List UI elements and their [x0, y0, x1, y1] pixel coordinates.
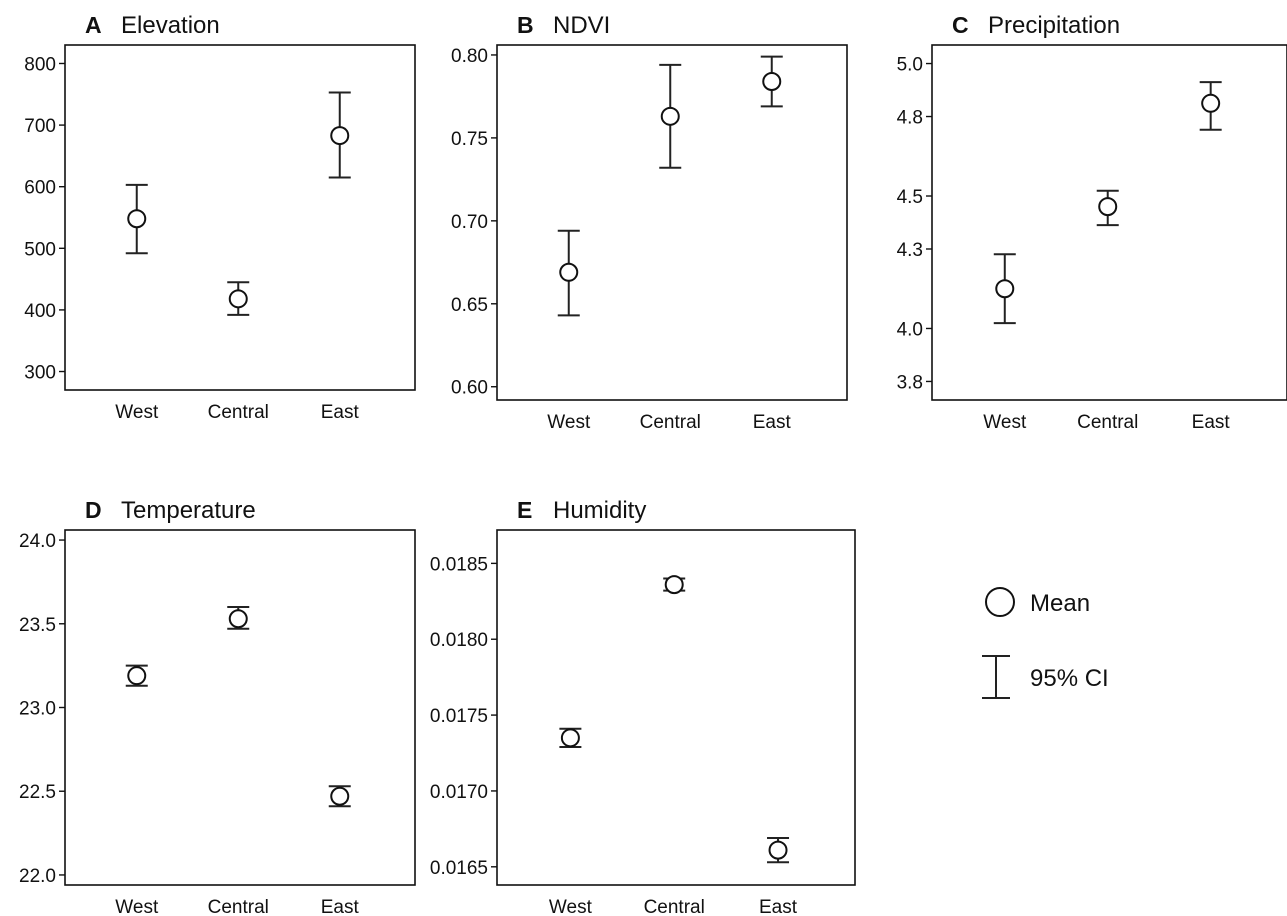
panel-c-ytick-label-5: 5.0 — [897, 55, 923, 76]
panel-c-ytick-label-4: 4.8 — [897, 108, 923, 129]
panel-d-letter: D — [85, 497, 102, 523]
panel-a-frame — [65, 45, 415, 390]
legend-ci-label: 95% CI — [1030, 665, 1109, 692]
panel-c-ytick-label-2: 4.3 — [897, 240, 923, 261]
panel-e-ytick-label-2: 0.0175 — [430, 706, 488, 727]
panel-e-ytick-label-3: 0.0180 — [430, 630, 488, 651]
panel-b-title: NDVI — [553, 12, 610, 39]
panel-a-category-central: Central — [208, 402, 269, 423]
panel-d-mean-central — [230, 610, 247, 627]
panel-d-category-west: West — [115, 897, 159, 916]
panel-b-category-west: West — [547, 412, 591, 433]
panel-e: E Humidity 0.0165 0.0170 0.0175 0.0180 0.0185 W… — [430, 497, 855, 916]
panel-a-ytick-label-5: 800 — [24, 54, 56, 75]
panel-d-ytick-label-2: 23.0 — [19, 699, 56, 720]
panel-e-ytick-label-1: 0.0170 — [430, 782, 488, 803]
panel-a-ytick-label-3: 600 — [24, 178, 56, 199]
panel-b-ytick-label-1: 0.65 — [451, 295, 488, 316]
panel-c-category-central: Central — [1077, 412, 1138, 433]
panel-b-category-east: East — [753, 412, 792, 433]
panel-b-ytick-label-0: 0.60 — [451, 378, 488, 399]
legend: Mean 95% CI — [982, 588, 1109, 698]
panel-c-category-east: East — [1192, 412, 1231, 433]
panel-a-mean-central — [230, 290, 247, 307]
panel-c-title: Precipitation — [988, 12, 1120, 39]
panel-e-ytick-label-0: 0.0165 — [430, 858, 488, 879]
panel-b-ytick-label-3: 0.75 — [451, 129, 488, 150]
panel-c-letter: C — [952, 12, 969, 38]
panel-e-letter: E — [517, 497, 532, 523]
panel-a-ytick-label-2: 500 — [24, 239, 56, 260]
panel-b-mean-central — [662, 108, 679, 125]
panel-e-category-east: East — [759, 897, 798, 916]
panel-b-mean-east — [763, 73, 780, 90]
panel-c-mean-west — [996, 280, 1013, 297]
panel-c-category-west: West — [983, 412, 1027, 433]
panel-e-mean-east — [770, 842, 787, 859]
panel-a-ytick-label-1: 400 — [24, 301, 56, 322]
panel-b-category-central: Central — [640, 412, 701, 433]
panel-d-ytick-label-4: 24.0 — [19, 531, 56, 552]
panel-e-mean-central — [666, 576, 683, 593]
panel-b-ytick-label-4: 0.80 — [451, 46, 488, 67]
panel-d-ytick-label-1: 22.5 — [19, 782, 56, 803]
panel-a-ytick-label-0: 300 — [24, 363, 56, 384]
panel-c-mean-central — [1099, 198, 1116, 215]
panel-e-mean-west — [562, 729, 579, 746]
legend-ci-marker — [982, 656, 1010, 698]
panel-d-ytick-label-3: 23.5 — [19, 615, 56, 636]
legend-mean-label: Mean — [1030, 590, 1090, 617]
panel-a-category-east: East — [321, 402, 360, 423]
panel-e-title: Humidity — [553, 497, 646, 524]
panel-b-ytick-label-2: 0.70 — [451, 212, 488, 233]
panel-c-frame — [932, 45, 1287, 400]
panel-a-title: Elevation — [121, 12, 220, 39]
panel-d-category-central: Central — [208, 897, 269, 916]
panel-a-letter: A — [85, 12, 102, 38]
panel-b-frame — [497, 45, 847, 400]
panel-d: D Temperature 22.0 22.5 23.0 23.5 24.0 West Cent… — [19, 497, 415, 916]
panel-b-mean-west — [560, 264, 577, 281]
panel-a-ytick-label-4: 700 — [24, 116, 56, 137]
panel-d-mean-east — [331, 788, 348, 805]
panel-e-category-west: West — [549, 897, 593, 916]
panel-e-category-central: Central — [644, 897, 705, 916]
panel-d-title: Temperature — [121, 497, 256, 524]
panel-d-ytick-label-0: 22.0 — [19, 866, 56, 887]
panel-e-ytick-label-4: 0.0185 — [430, 554, 488, 575]
panel-c-mean-east — [1202, 95, 1219, 112]
panel-a-mean-west — [128, 210, 145, 227]
panel-d-mean-west — [128, 667, 145, 684]
panel-c: C Precipitation 3.8 4.0 4.3 4.5 4.8 5.0 West Cent… — [897, 12, 1287, 433]
panel-b-letter: B — [517, 12, 534, 38]
panel-a-mean-east — [331, 127, 348, 144]
legend-mean-marker — [986, 588, 1014, 616]
panel-a-category-west: West — [115, 402, 159, 423]
panel-d-category-east: East — [321, 897, 360, 916]
panel-c-ytick-label-0: 3.8 — [897, 372, 923, 393]
panel-d-frame — [65, 530, 415, 885]
panel-a: A Elevation 300 400 500 600 700 800 West Central E… — [24, 12, 415, 423]
panel-b: B NDVI 0.60 0.65 0.70 0.75 0.80 West Central East — [451, 12, 847, 433]
panel-c-ytick-label-3: 4.5 — [897, 187, 923, 208]
panel-c-ytick-label-1: 4.0 — [897, 319, 923, 340]
